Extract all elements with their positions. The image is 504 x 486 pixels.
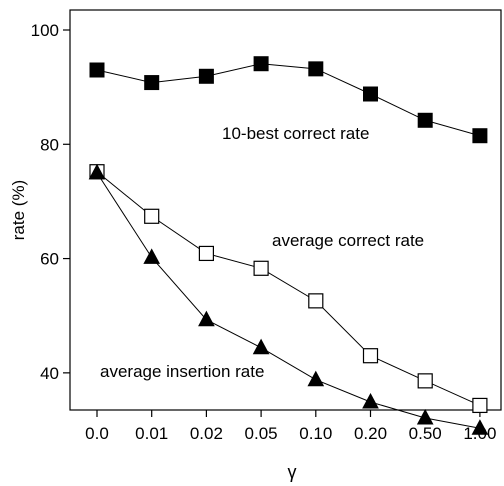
open-square-marker <box>308 293 324 309</box>
filled-triangle-marker <box>198 310 215 327</box>
y-tick-label: 60 <box>40 250 59 269</box>
series-line <box>96 171 481 406</box>
series-annotations: 10-best correct rate average correct rate… <box>100 124 424 381</box>
filled-triangle-marker <box>143 248 161 264</box>
open-square-marker <box>253 260 269 276</box>
y-axis-label: rate (%) <box>9 180 28 240</box>
y-tick-label: 100 <box>31 21 59 40</box>
series-annotation: 10-best correct rate <box>222 124 369 143</box>
filled-square-marker <box>472 128 488 144</box>
series-line <box>96 172 480 429</box>
filled-square-marker <box>198 68 214 84</box>
x-tick-label: 0.0 <box>85 424 109 443</box>
filled-square-marker <box>144 75 160 91</box>
x-tick-label: 0.50 <box>409 424 442 443</box>
open-square-marker <box>362 348 379 364</box>
filled-square-marker <box>89 62 105 78</box>
open-square-marker <box>144 208 160 224</box>
x-tick-label: 0.10 <box>299 424 332 443</box>
series-markers <box>88 56 489 435</box>
filled-triangle-marker <box>252 338 270 355</box>
filled-square-marker <box>308 61 324 77</box>
filled-square-marker <box>417 112 433 128</box>
x-tick-label: 0.02 <box>190 424 223 443</box>
axis-ticks: 0.00.010.020.050.100.200.501.00406080100 <box>31 21 497 443</box>
series-line <box>96 63 481 137</box>
filled-triangle-marker <box>88 163 106 180</box>
y-tick-label: 40 <box>40 364 59 383</box>
open-square-marker <box>472 397 488 414</box>
x-tick-label: 0.01 <box>135 424 168 443</box>
filled-square-marker <box>363 86 378 102</box>
series-annotation: average insertion rate <box>100 362 264 381</box>
open-square-marker <box>198 245 214 262</box>
open-square-marker <box>417 373 433 389</box>
filled-triangle-marker <box>416 408 434 425</box>
x-tick-label: 0.20 <box>354 424 387 443</box>
filled-triangle-marker <box>471 419 489 435</box>
filled-square-marker <box>253 56 269 72</box>
series-annotation: average correct rate <box>272 231 424 250</box>
filled-triangle-marker <box>362 392 379 409</box>
y-tick-label: 80 <box>40 135 59 154</box>
filled-triangle-marker <box>307 370 325 387</box>
x-axis-label: γ <box>288 462 297 482</box>
series-lines <box>96 63 481 429</box>
plot-frame <box>69 9 502 411</box>
x-tick-label: 0.05 <box>245 424 278 443</box>
